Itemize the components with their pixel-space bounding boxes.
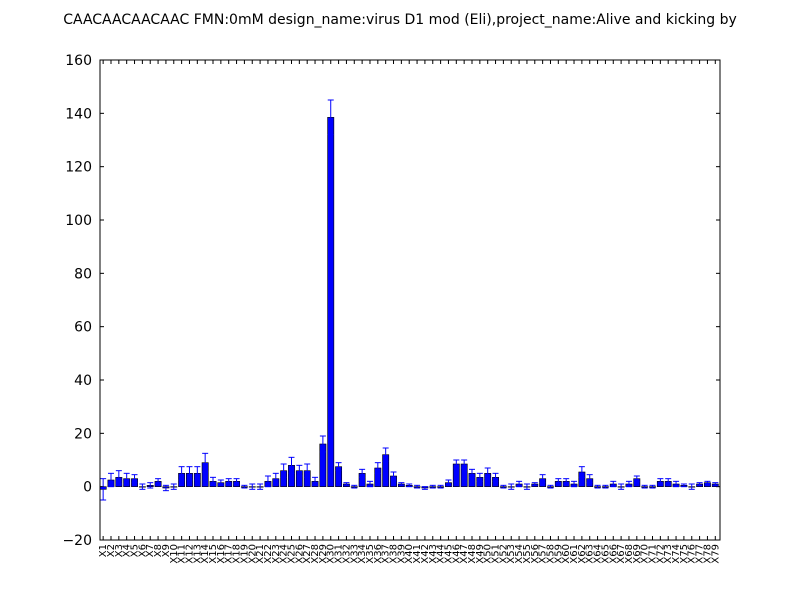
y-tick-label: 80 [74, 266, 92, 282]
x-tick-label: X63 [585, 544, 596, 564]
x-tick-label: X5 [130, 544, 141, 557]
x-tick-label: X4 [122, 544, 133, 557]
x-tick-label: X36 [373, 544, 384, 564]
y-tick-label: 160 [65, 53, 92, 69]
x-tick-label: X1 [98, 544, 109, 557]
x-tick-label: X9 [161, 544, 172, 557]
x-tick-label: X38 [389, 544, 400, 564]
x-tick-label: X11 [177, 544, 188, 564]
x-tick-label: X77 [695, 544, 706, 564]
x-tick-label: X60 [561, 544, 572, 564]
x-tick-label: X44 [436, 544, 447, 564]
x-tick-label: X58 [545, 544, 556, 564]
x-tick-label: X52 [498, 544, 509, 564]
x-tick-label: X21 [255, 544, 266, 564]
x-tick-label: X53 [506, 544, 517, 564]
x-tick-label: X16 [216, 544, 227, 564]
x-tick-label: X42 [420, 544, 431, 564]
x-tick-label: X22 [263, 544, 274, 564]
x-tick-label: X34 [357, 544, 368, 564]
x-tick-label: X20 [247, 544, 258, 564]
x-tick-label: X13 [192, 544, 203, 564]
x-tick-label: X75 [679, 544, 690, 564]
x-tick-label: X24 [279, 544, 290, 564]
x-tick-label: X62 [577, 544, 588, 564]
x-tick-label: X59 [553, 544, 564, 564]
x-axis: X1X2X3X4X5X6X7X8X9X10X11X12X13X14X15X16X… [98, 60, 721, 564]
error-bars [100, 99, 719, 501]
x-tick-label: X37 [381, 544, 392, 564]
bar [327, 117, 335, 487]
x-tick-label: X74 [671, 544, 682, 564]
x-tick-label: X61 [569, 544, 580, 564]
x-tick-label: X25 [286, 544, 297, 564]
x-tick-label: X68 [624, 544, 635, 564]
x-tick-label: X69 [632, 544, 643, 564]
x-tick-label: X3 [114, 544, 125, 557]
y-tick-label: 100 [65, 213, 92, 229]
x-tick-label: X71 [648, 544, 659, 564]
x-tick-label: X39 [396, 544, 407, 564]
x-tick-label: X65 [600, 544, 611, 564]
x-tick-label: X7 [145, 544, 156, 557]
y-tick-label: 120 [65, 160, 92, 176]
x-tick-label: X32 [341, 544, 352, 564]
x-tick-label: X46 [451, 544, 462, 564]
bars [99, 117, 719, 490]
x-tick-label: X76 [687, 544, 698, 564]
x-tick-label: X31 [334, 544, 345, 564]
x-tick-label: X10 [169, 544, 180, 564]
x-tick-label: X40 [404, 544, 415, 564]
x-tick-label: X54 [514, 544, 525, 564]
y-tick-label: 20 [74, 426, 92, 442]
x-tick-label: X14 [200, 544, 211, 564]
x-tick-label: X48 [467, 544, 478, 564]
x-tick-label: X18 [232, 544, 243, 564]
x-tick-label: X33 [349, 544, 360, 564]
x-tick-label: X41 [412, 544, 423, 564]
x-tick-label: X28 [310, 544, 321, 564]
x-tick-label: X45 [443, 544, 454, 564]
x-tick-label: X43 [428, 544, 439, 564]
y-tick-label: 140 [65, 106, 92, 122]
x-tick-label: X73 [663, 544, 674, 564]
x-tick-label: X27 [302, 544, 313, 564]
x-tick-label: X15 [208, 544, 219, 564]
x-tick-label: X23 [271, 544, 282, 564]
x-tick-label: X35 [365, 544, 376, 564]
y-tick-label: 40 [74, 373, 92, 389]
x-tick-label: X49 [475, 544, 486, 564]
x-tick-label: X30 [326, 544, 337, 564]
y-axis: −20 0 20 40 60 80 100 120 140 160 [62, 53, 720, 549]
x-tick-label: X47 [459, 544, 470, 564]
x-tick-label: X56 [530, 544, 541, 564]
x-tick-label: X50 [483, 544, 494, 564]
x-tick-label: X57 [538, 544, 549, 564]
x-tick-label: X12 [184, 544, 195, 564]
x-tick-label: X19 [239, 544, 250, 564]
x-tick-label: X55 [522, 544, 533, 564]
plot-frame [99, 59, 721, 541]
x-tick-label: X6 [137, 544, 148, 557]
x-tick-label: X51 [491, 544, 502, 564]
x-tick-label: X17 [224, 544, 235, 564]
x-tick-label: X72 [655, 544, 666, 564]
x-tick-label: X26 [294, 544, 305, 564]
y-tick-label: 60 [74, 320, 92, 336]
chart-title: CAACAACAACAAC FMN:0mM design_name:virus … [63, 12, 737, 28]
x-tick-label: X64 [593, 544, 604, 564]
x-tick-label: X2 [106, 544, 117, 557]
x-tick-label: X8 [153, 544, 164, 557]
x-tick-label: X29 [318, 544, 329, 564]
x-tick-label: X70 [640, 544, 651, 564]
x-tick-label: X67 [616, 544, 627, 564]
x-tick-label: X79 [710, 544, 721, 564]
x-tick-label: X78 [702, 544, 713, 564]
x-tick-label: X66 [608, 544, 619, 564]
y-tick-label: 0 [83, 480, 92, 496]
y-tick-label: −20 [62, 533, 92, 549]
